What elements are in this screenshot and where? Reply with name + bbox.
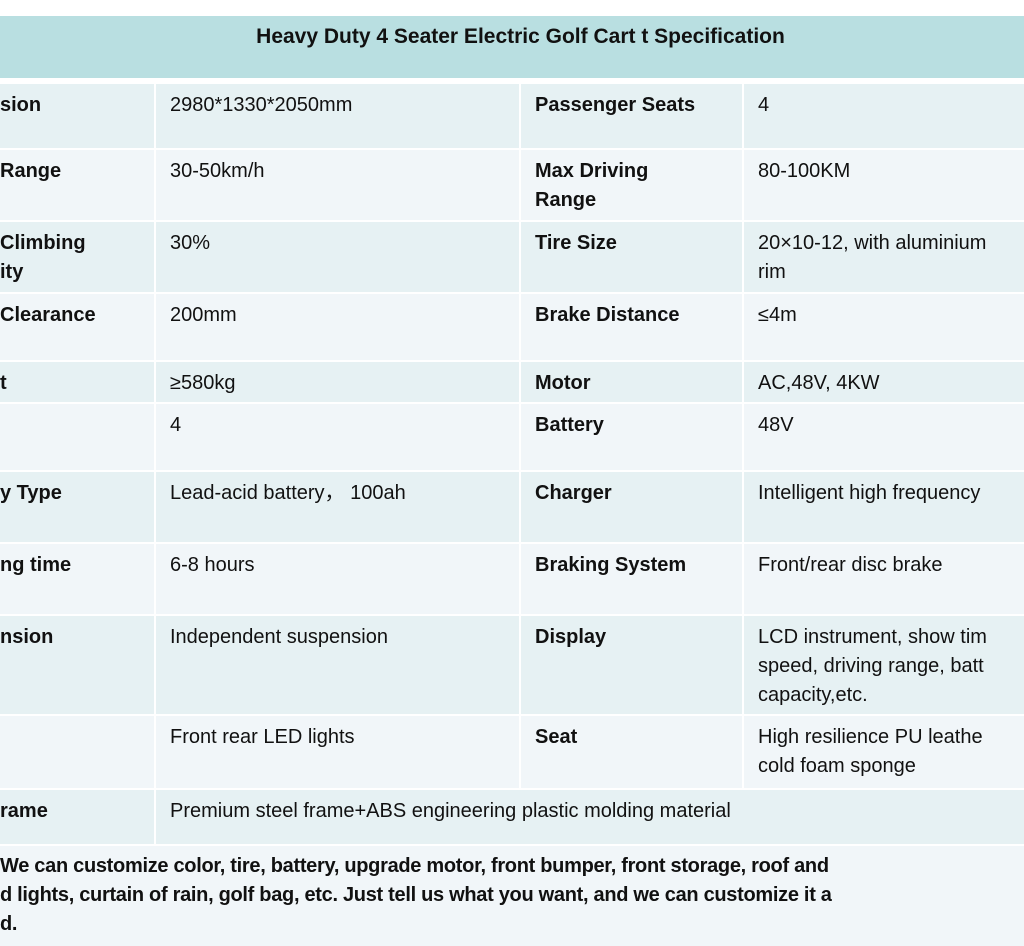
table-title: Heavy Duty 4 Seater Electric Golf Cart t…: [0, 16, 1024, 78]
table-row: nsion Independent suspension Display LCD in…: [0, 616, 1024, 714]
spec-value: LCD instrument, show tim speed, driving …: [744, 616, 1024, 714]
spec-value: 30-50km/h: [156, 150, 519, 220]
spec-value: AC,48V, 4KW: [744, 362, 1024, 402]
spec-label: Clearance: [0, 294, 154, 360]
spec-label: Passenger Seats: [521, 84, 742, 148]
spec-value: 200mm: [156, 294, 519, 360]
spec-value: 4: [156, 404, 519, 470]
table-row-frame: rame Premium steel frame+ABS engineering …: [0, 790, 1024, 844]
table-row: sion 2980*1330*2050mm Passenger Seats 4: [0, 84, 1024, 148]
spec-value: Front/rear disc brake: [744, 544, 1024, 614]
note-line: d lights, curtain of rain, golf bag, etc…: [0, 884, 832, 906]
spec-label: Brake Distance: [521, 294, 742, 360]
spec-label: Display: [521, 616, 742, 714]
spec-label: y Type: [0, 472, 154, 542]
spec-value: 80-100KM: [744, 150, 1024, 220]
spec-label: [0, 716, 154, 788]
note-line: d.: [0, 913, 18, 935]
spec-value: ≥580kg: [156, 362, 519, 402]
spec-value: Front rear LED lights: [156, 716, 519, 788]
table-row: ng time 6-8 hours Braking System Front/rear…: [0, 544, 1024, 614]
spec-label: Battery: [521, 404, 742, 470]
spec-value: Intelligent high frequency: [744, 472, 1024, 542]
spec-value: 6-8 hours: [156, 544, 519, 614]
table-row: y Type Lead-acid battery， 100ah Charger Int…: [0, 472, 1024, 542]
spec-value: High resilience PU leathe cold foam spon…: [744, 716, 1024, 788]
table-row: Range 30-50km/h Max Driving Range 80-100KM: [0, 150, 1024, 220]
spec-table: sion 2980*1330*2050mm Passenger Seats 4 Ran…: [0, 84, 1024, 846]
spec-label: nsion: [0, 616, 154, 714]
spec-label: ng time: [0, 544, 154, 614]
spec-label: t: [0, 362, 154, 402]
spec-label: Climbing ity: [0, 222, 154, 292]
spec-value: 30%: [156, 222, 519, 292]
spec-label: Seat: [521, 716, 742, 788]
spec-label: Motor: [521, 362, 742, 402]
spec-label: Braking System: [521, 544, 742, 614]
spec-value: 2980*1330*2050mm: [156, 84, 519, 148]
table-row: Front rear LED lights Seat High resilience…: [0, 716, 1024, 788]
spec-value: Premium steel frame+ABS engineering plas…: [156, 790, 1024, 844]
spec-label: Max Driving Range: [521, 150, 742, 220]
spec-label: sion: [0, 84, 154, 148]
spec-value: Independent suspension: [156, 616, 519, 714]
table-row: Climbing ity 30% Tire Size 20×10-12, with a…: [0, 222, 1024, 292]
spec-value: Lead-acid battery， 100ah: [156, 472, 519, 542]
table-row: Clearance 200mm Brake Distance ≤4m: [0, 294, 1024, 360]
table-row: t ≥580kg Motor AC,48V, 4KW: [0, 362, 1024, 402]
spec-label: rame: [0, 790, 154, 844]
spec-value: 48V: [744, 404, 1024, 470]
spec-label: Tire Size: [521, 222, 742, 292]
spec-value: 4: [744, 84, 1024, 148]
spec-label: Range: [0, 150, 154, 220]
customization-note: We can customize color, tire, battery, u…: [0, 846, 1024, 946]
table-row: 4 Battery 48V: [0, 404, 1024, 470]
spec-value: ≤4m: [744, 294, 1024, 360]
spec-label: [0, 404, 154, 470]
note-line: We can customize color, tire, battery, u…: [0, 855, 829, 877]
spec-label: Charger: [521, 472, 742, 542]
spec-value: 20×10-12, with aluminium rim: [744, 222, 1024, 292]
